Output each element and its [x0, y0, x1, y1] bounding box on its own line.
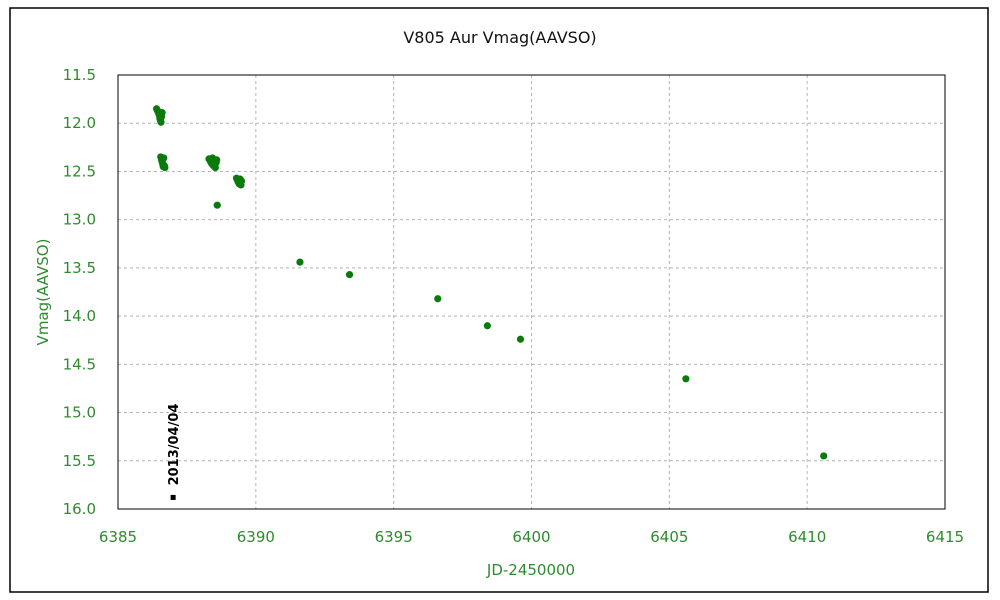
- data-point: [160, 154, 168, 162]
- x-tick-label: 6390: [237, 528, 275, 546]
- plot-area: [117, 74, 946, 510]
- y-tick-label: 13.5: [63, 259, 96, 277]
- data-point: [434, 295, 442, 303]
- y-tick-label: 15.0: [63, 404, 96, 422]
- x-tick-label: 6415: [926, 528, 964, 546]
- y-tick-label: 15.5: [63, 452, 96, 470]
- chart-frame: [9, 7, 989, 593]
- annotation-label: 2013/04/04: [167, 404, 182, 486]
- data-point: [237, 177, 246, 185]
- data-point: [157, 118, 165, 126]
- grid: [118, 75, 945, 509]
- chart-title: V805 Aur Vmag(AAVSO): [403, 28, 596, 47]
- y-tick-label: 16.0: [63, 500, 96, 518]
- annotations: 2013/04/04: [167, 404, 182, 500]
- data-point: [158, 109, 166, 117]
- data-point: [213, 156, 221, 164]
- y-tick-label: 11.5: [63, 66, 96, 84]
- x-tick-label: 6405: [650, 528, 688, 546]
- y-tick-label: 13.0: [63, 211, 96, 229]
- y-axis-ticks: 11.5 12.0 12.5 13.0 13.5 14.0 14.5 15.0 15.5 16.0: [63, 66, 96, 518]
- data-point: [213, 201, 221, 209]
- data-point: [516, 335, 525, 343]
- data-point: [161, 163, 169, 172]
- x-tick-label: 6400: [512, 528, 550, 546]
- y-tick-label: 12.5: [63, 162, 96, 180]
- data-point: [296, 258, 304, 266]
- data-point: [682, 375, 690, 383]
- x-axis-label: JD-2450000: [486, 561, 575, 579]
- y-tick-label: 14.0: [63, 307, 96, 325]
- x-tick-label: 6410: [788, 528, 826, 546]
- y-axis-label: Vmag(AAVSO): [34, 239, 52, 346]
- x-axis-ticks: 6385 6390 6395 6400 6405 6410 6415: [99, 528, 964, 546]
- data-point: [820, 452, 828, 460]
- annotation-marker: [170, 494, 176, 500]
- x-tick-label: 6395: [375, 528, 413, 546]
- y-tick-label: 12.0: [63, 114, 96, 132]
- data-point: [483, 322, 491, 330]
- x-tick-label: 6385: [99, 528, 137, 546]
- data-points: [152, 105, 828, 460]
- data-point: [345, 271, 354, 279]
- y-tick-label: 14.5: [63, 355, 96, 373]
